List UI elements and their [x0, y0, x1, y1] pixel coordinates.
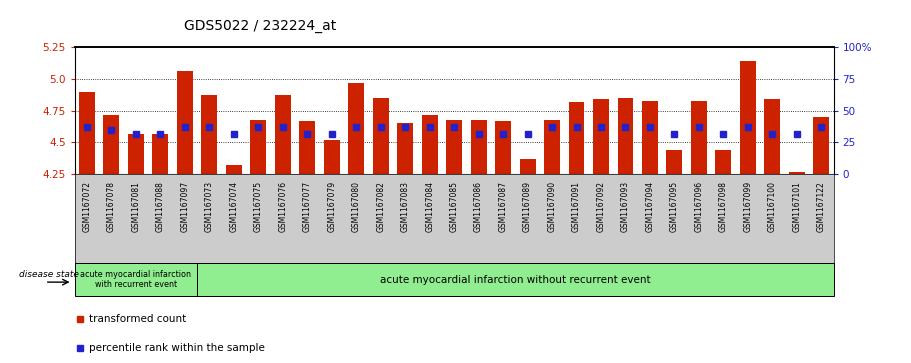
Bar — [397, 123, 413, 174]
Text: GSM1167099: GSM1167099 — [743, 182, 752, 232]
Bar — [667, 150, 682, 174]
Bar — [593, 99, 609, 174]
Bar — [446, 120, 462, 174]
Bar — [348, 83, 364, 174]
Bar — [568, 102, 585, 174]
Bar — [544, 120, 560, 174]
Text: GSM1167072: GSM1167072 — [82, 182, 91, 232]
Text: GSM1167086: GSM1167086 — [474, 182, 483, 232]
Bar — [79, 91, 95, 174]
Text: GSM1167093: GSM1167093 — [621, 182, 630, 232]
Bar — [642, 101, 658, 174]
Bar — [177, 72, 193, 174]
Bar — [226, 165, 241, 174]
Text: GSM1167079: GSM1167079 — [327, 182, 336, 232]
Text: GSM1167090: GSM1167090 — [548, 182, 557, 232]
Bar — [715, 150, 732, 174]
Text: GSM1167085: GSM1167085 — [450, 182, 458, 232]
Text: GSM1167081: GSM1167081 — [131, 182, 140, 232]
Text: GSM1167082: GSM1167082 — [376, 182, 385, 232]
Bar — [691, 101, 707, 174]
Text: GSM1167087: GSM1167087 — [498, 182, 507, 232]
Text: GSM1167091: GSM1167091 — [572, 182, 581, 232]
Bar — [422, 115, 437, 174]
Bar — [300, 121, 315, 174]
Bar — [197, 263, 834, 296]
Bar — [275, 95, 291, 174]
Text: GSM1167097: GSM1167097 — [180, 182, 189, 232]
Bar — [814, 117, 829, 174]
Bar — [75, 263, 197, 296]
Bar — [471, 120, 486, 174]
Text: GSM1167096: GSM1167096 — [694, 182, 703, 232]
Text: transformed count: transformed count — [89, 314, 187, 325]
Text: GSM1167098: GSM1167098 — [719, 182, 728, 232]
Text: GSM1167122: GSM1167122 — [817, 182, 826, 232]
Text: percentile rank within the sample: percentile rank within the sample — [89, 343, 265, 354]
Text: GSM1167084: GSM1167084 — [425, 182, 435, 232]
Text: GSM1167076: GSM1167076 — [278, 182, 287, 232]
Bar — [519, 159, 536, 174]
Bar — [104, 115, 119, 174]
Bar — [152, 134, 169, 174]
Text: GSM1167089: GSM1167089 — [523, 182, 532, 232]
Bar — [618, 98, 633, 174]
Text: GSM1167075: GSM1167075 — [254, 182, 262, 232]
Bar — [740, 61, 756, 174]
Text: GSM1167077: GSM1167077 — [302, 182, 312, 232]
Bar — [201, 95, 218, 174]
Text: GSM1167078: GSM1167078 — [107, 182, 116, 232]
Bar — [128, 134, 144, 174]
Text: GSM1167074: GSM1167074 — [230, 182, 239, 232]
Text: acute myocardial infarction without recurrent event: acute myocardial infarction without recu… — [380, 274, 650, 285]
Text: GSM1167095: GSM1167095 — [670, 182, 679, 232]
Text: GSM1167101: GSM1167101 — [793, 182, 802, 232]
Text: GDS5022 / 232224_at: GDS5022 / 232224_at — [184, 19, 336, 33]
Text: GSM1167092: GSM1167092 — [597, 182, 606, 232]
Bar — [789, 172, 804, 174]
Text: GSM1167100: GSM1167100 — [768, 182, 777, 232]
Text: GSM1167083: GSM1167083 — [401, 182, 410, 232]
Bar — [323, 140, 340, 174]
Text: disease state: disease state — [18, 270, 78, 279]
Bar — [496, 121, 511, 174]
Text: GSM1167094: GSM1167094 — [646, 182, 654, 232]
Text: GSM1167088: GSM1167088 — [156, 182, 165, 232]
Bar — [764, 99, 781, 174]
Text: GSM1167080: GSM1167080 — [352, 182, 361, 232]
Bar — [373, 98, 389, 174]
Text: GSM1167073: GSM1167073 — [205, 182, 214, 232]
Bar — [251, 120, 266, 174]
Text: acute myocardial infarction
with recurrent event: acute myocardial infarction with recurre… — [80, 270, 191, 289]
